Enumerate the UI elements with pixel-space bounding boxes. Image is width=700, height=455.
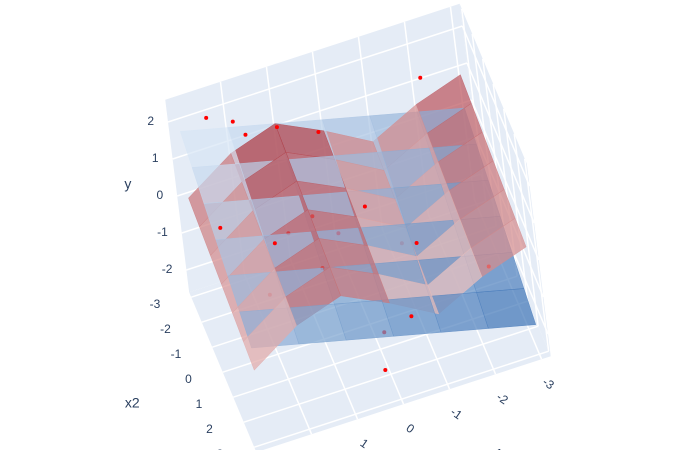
y-axis-title: y: [124, 176, 131, 192]
y-tick-label: -1: [157, 225, 168, 239]
data-point: [409, 314, 414, 319]
x2-tick-label: -1: [171, 347, 182, 361]
data-point: [383, 368, 388, 372]
grid-line: [466, 62, 535, 224]
data-point: [230, 119, 235, 124]
y-tick-label: 2: [147, 114, 154, 128]
data-point: [414, 241, 419, 245]
data-point: [418, 75, 423, 80]
grid-line: [167, 25, 463, 123]
grid-line: [243, 325, 539, 423]
x1-tick-label: 0: [404, 421, 418, 436]
grid-line: [470, 99, 540, 261]
x2-tick-label: 0: [185, 372, 192, 386]
grid-line: [254, 350, 549, 448]
x2-tick-label: -3: [150, 297, 161, 311]
x1-axis-title: x1: [489, 445, 504, 450]
data-point: [362, 204, 367, 209]
x2-tick-label: 1: [196, 397, 203, 411]
x1-tick-label: -2: [494, 390, 511, 408]
x2-axis-title: x2: [125, 394, 140, 410]
x1-tick-label: 1: [358, 436, 372, 450]
y-tick-label: -2: [162, 262, 173, 276]
data-point: [218, 225, 223, 230]
surface-patch: [243, 296, 297, 371]
data-point: [243, 132, 248, 137]
data-point: [204, 115, 209, 120]
data-point: [274, 125, 279, 130]
y-tick-label: 1: [152, 151, 159, 165]
y-tick-label: 0: [157, 188, 164, 202]
data-point: [316, 130, 321, 134]
x2-tick-label: 2: [206, 422, 213, 436]
grid-line: [461, 25, 531, 187]
data-point: [272, 241, 277, 246]
plot: [179, 74, 537, 372]
x1-tick-label: -1: [448, 405, 465, 423]
x1-tick-label: -3: [540, 375, 557, 393]
x2-tick-label: -2: [160, 322, 171, 336]
